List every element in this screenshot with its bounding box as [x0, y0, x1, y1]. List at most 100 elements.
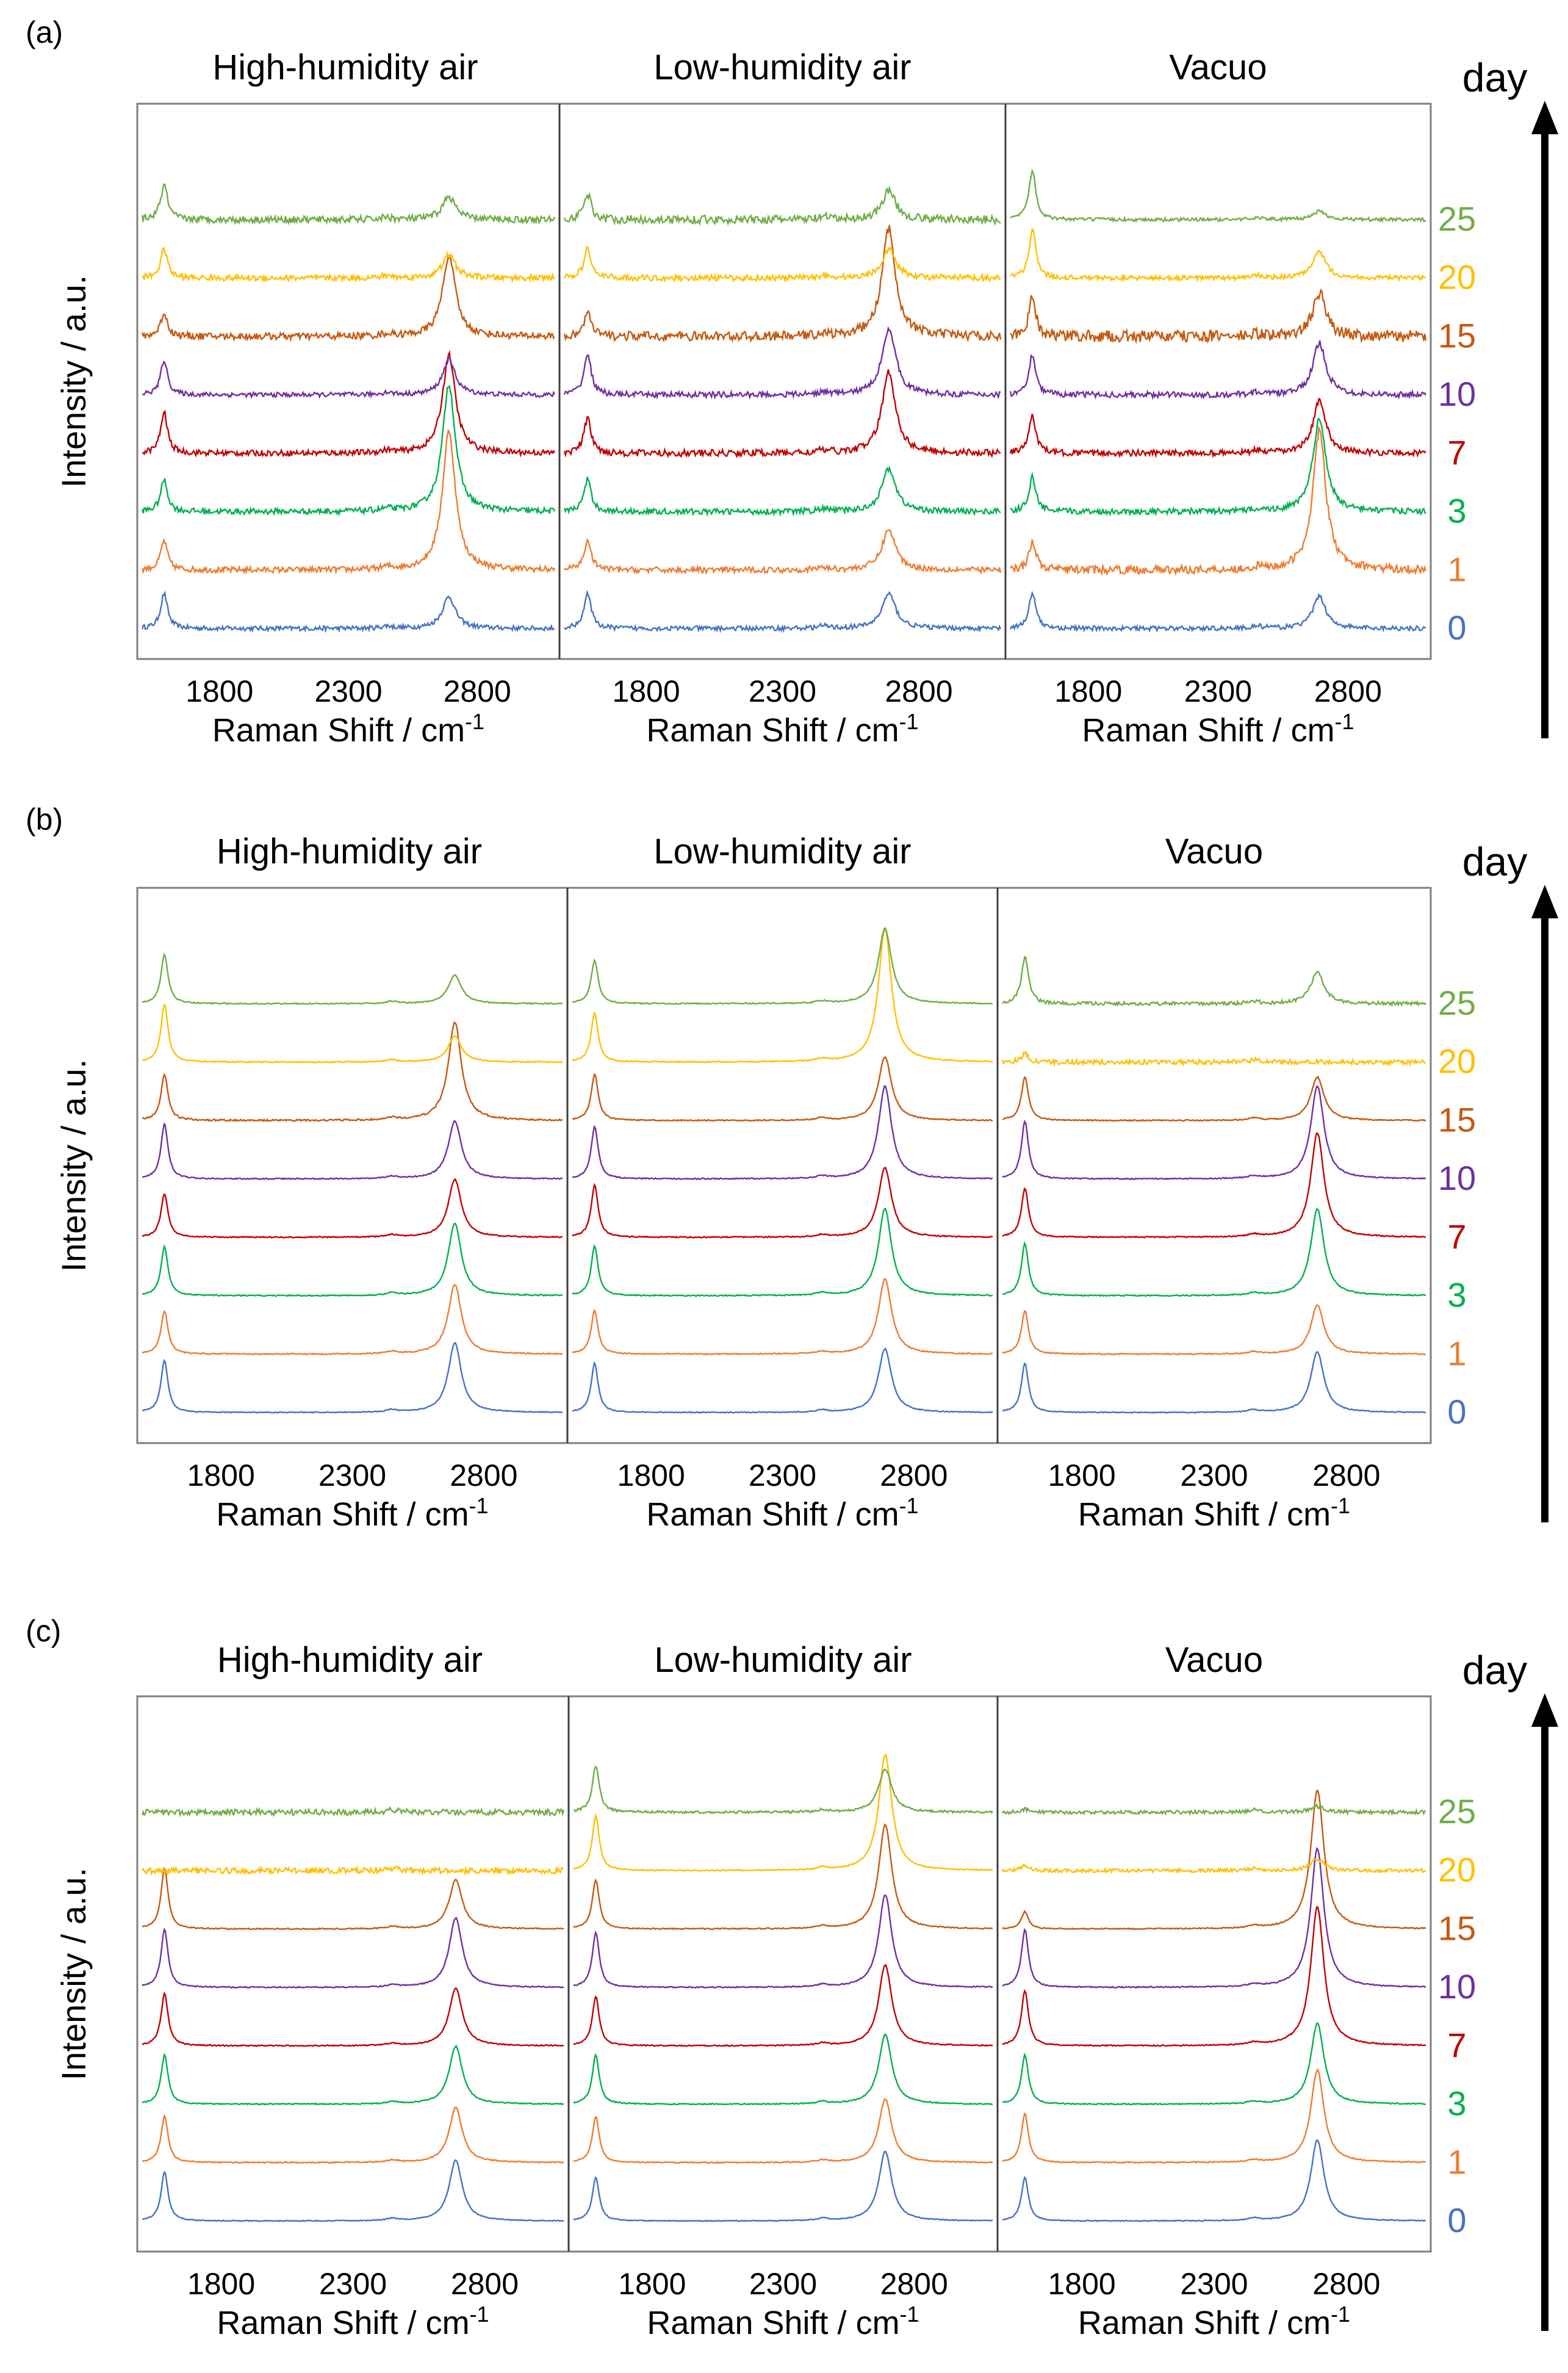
day-label-20: 20 [1438, 1851, 1476, 1889]
x-tick-label: 2300 [749, 674, 816, 708]
plot-frame [136, 1695, 1432, 2253]
spectrum-c-s1-day-20 [573, 1753, 993, 1872]
x-tick-label: 2800 [880, 2267, 948, 2301]
day-label-3: 3 [1447, 2084, 1466, 2123]
panel-c: (c) High-humidity air Low-humidity air Vacu… [26, 1614, 1558, 2341]
day-label-10: 10 [1438, 1159, 1476, 1197]
condition-title: High-humidity air [217, 1640, 483, 1680]
x-axis-label-sup: -1 [1331, 1493, 1350, 1518]
x-axis-label-text: Raman Shift / cm [1078, 2305, 1331, 2341]
x-axis-label-text: Raman Shift / cm [1082, 712, 1334, 749]
spectrum-c-s2-day-25 [1001, 1803, 1426, 1817]
panel-label: (c) [26, 1614, 61, 1648]
spectrum-c-s0-day-20 [142, 1865, 564, 1877]
spectrum-a-s1-day-25 [563, 185, 1001, 226]
spectrum-c-s2-day-10 [1002, 1847, 1426, 1989]
condition-title: Vacuo [1165, 832, 1263, 871]
spectrum-c-s2-day-7 [1002, 1906, 1426, 2047]
day-arrow-icon [1531, 1693, 1558, 1727]
x-tick-label: 2800 [444, 674, 511, 708]
spectrum-b-s0-day-0 [142, 1342, 563, 1414]
x-axis-label: Raman Shift / cm-1 [217, 2302, 489, 2341]
y-axis-label: Intensity / a.u. [54, 275, 93, 488]
day-label-15: 15 [1438, 1909, 1476, 1947]
spectrum-a-s1-day-7 [563, 369, 1001, 459]
spectrum-a-s0-day-10 [142, 357, 556, 400]
panel-a: (a) High-humidity air Low-humidity air Vacu… [26, 15, 1558, 749]
condition-title: Low-humidity air [654, 1640, 912, 1680]
x-tick-label: 1800 [1054, 674, 1122, 708]
x-axis-label: Raman Shift / cm-1 [212, 709, 484, 749]
x-tick-label: 2800 [880, 1458, 948, 1493]
day-arrow-icon [1531, 885, 1558, 918]
spectrum-a-s2-day-7 [1009, 397, 1426, 459]
spectrum-b-s2-day-25 [1002, 956, 1426, 1007]
spectrum-c-s1-day-3 [573, 2033, 993, 2106]
spectrum-c-s2-day-15 [1002, 1790, 1426, 1931]
spectrum-b-s1-day-15 [572, 1056, 993, 1122]
spectrum-b-s2-day-15 [1002, 1075, 1426, 1122]
x-tick-label: 2800 [450, 1458, 517, 1493]
spectrum-c-s1-day-25 [574, 1765, 993, 1815]
day-axis-label: day [1462, 839, 1527, 884]
spectrum-b-s1-day-10 [572, 1085, 993, 1181]
spectrum-b-s0-day-3 [142, 1222, 563, 1297]
spectrum-b-s2-day-3 [1002, 1208, 1426, 1297]
y-axis-label: Intensity / a.u. [54, 1059, 93, 1272]
spectrum-b-s2-day-10 [1002, 1086, 1426, 1180]
spectrum-c-s0-day-7 [142, 1987, 564, 2047]
spectrum-c-s2-day-3 [1002, 2022, 1426, 2106]
spectrum-a-s0-day-0 [141, 590, 555, 633]
x-axis-label-text: Raman Shift / cm [212, 712, 465, 749]
x-tick-label: 2300 [314, 674, 382, 708]
x-tick-label: 1800 [1048, 1458, 1116, 1493]
spectrum-c-s0-day-3 [142, 2044, 564, 2106]
spectrum-a-s1-day-10 [563, 326, 1001, 400]
x-axis-label: Raman Shift / cm-1 [216, 1493, 488, 1533]
day-label-20: 20 [1438, 258, 1476, 297]
x-tick-label: 1800 [187, 2267, 255, 2301]
spectrum-a-s1-day-15 [563, 225, 1002, 344]
condition-title: Low-humidity air [653, 832, 911, 871]
spectrum-a-s2-day-15 [1010, 288, 1427, 345]
spectrum-b-s0-day-15 [142, 1021, 563, 1123]
spectrum-b-s2-day-1 [1002, 1304, 1426, 1356]
spectrum-a-s1-day-1 [564, 529, 1002, 575]
spectrum-b-s2-day-7 [1002, 1132, 1426, 1239]
spectrum-b-s2-day-20 [1001, 1050, 1426, 1067]
day-label-1: 1 [1447, 550, 1466, 588]
spectrum-c-s2-day-0 [1002, 2139, 1426, 2222]
day-axis-label: day [1462, 55, 1527, 100]
spectrum-a-s1-day-20 [563, 245, 1001, 283]
condition-title: Vacuo [1165, 1640, 1263, 1680]
panel-label: (a) [26, 15, 63, 49]
day-label-3: 3 [1447, 1276, 1466, 1314]
x-axis-label-sup: -1 [470, 2302, 489, 2327]
spectrum-c-s0-day-15 [142, 1867, 564, 1931]
spectrum-c-s1-day-7 [573, 1964, 993, 2048]
spectrum-c-s1-day-15 [573, 1823, 993, 1931]
x-tick-label: 2300 [749, 1458, 816, 1493]
spectrum-a-s2-day-10 [1009, 340, 1427, 400]
x-tick-label: 2800 [1314, 674, 1382, 708]
spectrum-a-s2-day-3 [1010, 417, 1426, 517]
x-tick-label: 1800 [618, 2267, 686, 2301]
x-axis-label-sup: -1 [900, 2302, 919, 2327]
spectrum-b-s0-day-7 [142, 1178, 563, 1239]
plot-frame [136, 887, 1432, 1444]
spectrum-b-s1-day-0 [572, 1347, 993, 1414]
spectrum-c-s0-day-25 [141, 1806, 565, 1818]
x-axis-label-text: Raman Shift / cm [216, 1496, 469, 1533]
x-axis-label: Raman Shift / cm-1 [1078, 2302, 1350, 2341]
day-label-25: 25 [1438, 984, 1476, 1022]
x-axis-label: Raman Shift / cm-1 [646, 1493, 918, 1533]
spectrum-c-s2-day-1 [1002, 2068, 1426, 2164]
spectrum-c-s0-day-1 [142, 2106, 564, 2164]
condition-title: Vacuo [1169, 48, 1267, 87]
